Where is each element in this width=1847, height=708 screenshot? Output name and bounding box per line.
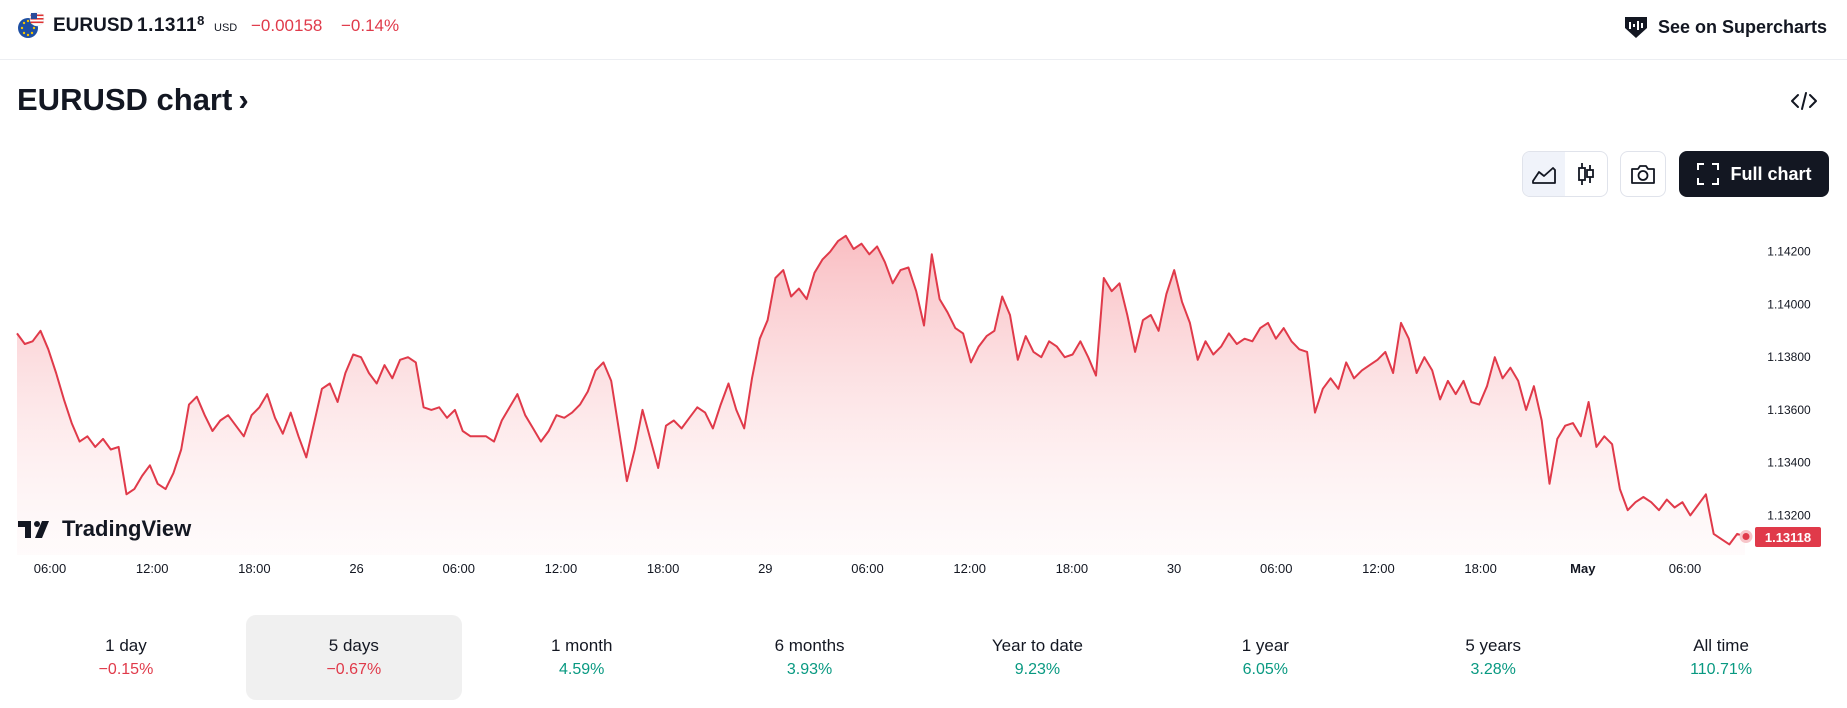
- x-tick-label: 06:00: [442, 561, 475, 576]
- page-title: EURUSD chart: [17, 82, 233, 117]
- full-chart-button[interactable]: Full chart: [1679, 151, 1829, 197]
- x-tick-label: 06:00: [851, 561, 884, 576]
- range-tab[interactable]: 1 month 4.59%: [474, 615, 690, 700]
- area-chart-icon: [1532, 167, 1556, 184]
- y-axis: 1.14200 1.14000 1.13800 1.13600 1.13400 1.132…: [1767, 245, 1811, 523]
- range-tab[interactable]: All time 110.71%: [1613, 615, 1829, 700]
- chevron-right-icon: ›: [238, 82, 249, 117]
- x-tick-label: 12:00: [136, 561, 169, 576]
- price-change: −0.00158: [251, 16, 323, 35]
- symbol-name: EURUSD: [53, 15, 134, 36]
- last-price: 1.13118: [137, 13, 205, 37]
- range-change: 9.23%: [1014, 661, 1061, 678]
- range-tab[interactable]: 1 day −0.15%: [18, 615, 234, 700]
- y-tick-label: 1.14200: [1767, 245, 1811, 259]
- range-change: −0.15%: [98, 661, 154, 678]
- x-tick-label: 06:00: [34, 561, 67, 576]
- chart-title-link[interactable]: EURUSD chart ›: [17, 82, 249, 118]
- range-label: 5 years: [1465, 636, 1522, 655]
- range-change: 4.59%: [559, 661, 605, 678]
- range-label: 1 month: [550, 636, 613, 655]
- x-tick-label: 18:00: [238, 561, 271, 576]
- tradingview-logo: TradingView: [18, 516, 191, 542]
- y-tick-label: 1.13400: [1767, 456, 1811, 470]
- last-price-marker: [1739, 530, 1753, 544]
- range-label: 6 months: [774, 636, 845, 655]
- y-tick-label: 1.13600: [1767, 403, 1811, 417]
- eur-usd-flag-icon: [18, 11, 45, 38]
- x-tick-label: 18:00: [647, 561, 680, 576]
- range-change: 3.28%: [1470, 661, 1516, 678]
- range-tab[interactable]: 5 days −0.67%: [245, 615, 462, 700]
- area-style-button[interactable]: [1523, 152, 1565, 196]
- snapshot-button[interactable]: [1620, 151, 1666, 197]
- candles-style-button[interactable]: [1565, 152, 1607, 196]
- range-tab[interactable]: Year to date 9.23%: [930, 615, 1146, 700]
- range-change: −0.67%: [326, 661, 382, 678]
- x-tick-label: 26: [349, 561, 363, 576]
- range-change: 3.93%: [786, 661, 833, 678]
- range-label: 1 day: [105, 636, 147, 655]
- supercharts-icon: [1624, 17, 1647, 38]
- x-tick-label: 12:00: [1362, 561, 1395, 576]
- embed-code-icon[interactable]: [1790, 89, 1818, 113]
- tradingview-brand: TradingView: [62, 516, 192, 541]
- range-change: 110.71%: [1690, 661, 1753, 678]
- y-tick-label: 1.14000: [1767, 297, 1811, 311]
- range-label: Year to date: [991, 636, 1083, 655]
- range-label: 5 days: [328, 636, 379, 655]
- x-tick-label: 06:00: [1669, 561, 1702, 576]
- x-tick-label: 18:00: [1056, 561, 1089, 576]
- tradingview-logo-icon: [18, 521, 49, 538]
- x-axis: 06:00 12:00 18:00 26 06:00 12:00 18:00 29 06:00 1…: [34, 561, 1702, 576]
- range-tab[interactable]: 5 years 3.28%: [1385, 615, 1601, 700]
- x-tick-label: 18:00: [1464, 561, 1497, 576]
- range-change: 6.05%: [1242, 661, 1288, 678]
- range-tab[interactable]: 6 months 3.93%: [702, 615, 918, 700]
- x-tick-label: 29: [758, 561, 772, 576]
- fullscreen-icon: [1697, 163, 1720, 185]
- price-area-fill: [17, 235, 1745, 556]
- last-price-pip: 8: [197, 13, 205, 28]
- supercharts-label: See on Supercharts: [1657, 16, 1827, 37]
- camera-icon: [1631, 165, 1655, 184]
- performance-ranges: 1 day −0.15% 5 days −0.67% 1 month 4.59% 6 mon…: [12, 615, 1835, 700]
- candles-icon: [1578, 163, 1594, 185]
- last-price-badge: [1755, 527, 1821, 547]
- full-chart-label: Full chart: [1730, 163, 1812, 184]
- x-tick-label: 06:00: [1260, 561, 1293, 576]
- chart-style-switcher: [1522, 151, 1608, 197]
- y-tick-label: 1.13800: [1767, 350, 1811, 364]
- price-line: [16, 234, 1746, 546]
- price-change-percent: −0.14%: [341, 16, 400, 35]
- symbol-header: EURUSD 1.13118 USD −0.00158 −0.14% See o…: [0, 0, 1847, 60]
- range-tab[interactable]: 1 year 6.05%: [1157, 615, 1373, 700]
- x-tick-label: 30: [1167, 561, 1181, 576]
- last-price-label: 1.13118: [1765, 530, 1811, 545]
- x-tick-label: May: [1570, 561, 1596, 576]
- x-tick-label: 12:00: [953, 561, 986, 576]
- range-label: 1 year: [1241, 636, 1289, 655]
- price-currency: USD: [214, 22, 238, 34]
- price-chart[interactable]: 1.14200 1.14000 1.13800 1.13600 1.13400 1.132…: [0, 0, 1847, 590]
- range-label: All time: [1693, 636, 1749, 655]
- x-tick-label: 12:00: [545, 561, 578, 576]
- see-on-supercharts-link[interactable]: See on Supercharts: [1622, 13, 1827, 41]
- last-price-main: 1.1311: [137, 15, 198, 36]
- y-tick-label: 1.13200: [1767, 508, 1811, 522]
